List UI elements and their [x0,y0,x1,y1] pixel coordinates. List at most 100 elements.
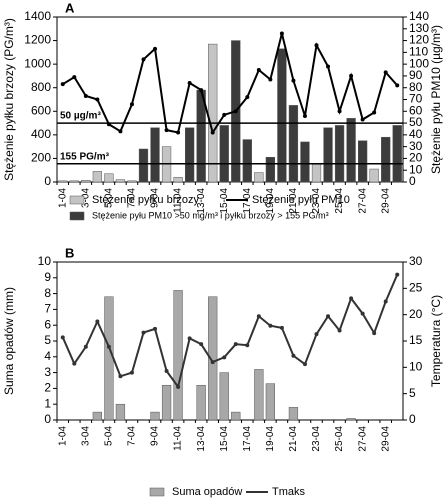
point [141,330,146,335]
y-tick-label: 400 [31,127,51,141]
bar [300,141,310,183]
bar [104,173,114,183]
point [83,344,88,349]
bar [311,164,322,183]
point [72,75,77,80]
point [129,102,134,107]
point [106,344,111,349]
point [106,122,111,127]
y2-tick-label: 50 [409,115,423,129]
legend-label: Stężenie pyłu PM10 [252,194,350,206]
bar [81,179,91,183]
point [95,319,100,324]
point [95,97,100,102]
point [256,68,261,73]
x-tick-label: 5-04 [104,426,115,446]
y2-tick-label: 30 [409,254,423,268]
threshold-label: 50 µg/m³ [60,111,101,122]
point [164,128,169,133]
x-tick-label: 7-04 [127,188,138,208]
bar [254,172,264,183]
point [60,335,65,340]
bar [219,372,229,421]
point [337,109,342,114]
y2-tick-label: 60 [409,103,423,117]
x-tick-label: 21-04 [288,426,299,452]
point [153,326,158,331]
point [187,336,192,341]
bar [208,296,218,421]
x-tick-label: 15-04 [219,426,230,452]
x-tick-label: 9-04 [150,188,161,208]
x-tick-label: 19-04 [265,426,276,452]
y2-tick-label: 15 [409,333,423,347]
point [302,114,307,118]
bar [242,139,252,183]
bar [265,157,275,183]
point [245,95,250,100]
x-tick-label: 25-04 [334,188,345,214]
bar [346,118,356,183]
y2-tick-label: 5 [409,386,416,400]
point [314,332,319,337]
bar [161,384,172,421]
point [176,384,181,389]
y2-tick-label: 25 [409,281,423,295]
point [222,355,227,360]
bar [58,180,68,183]
point [291,353,296,358]
x-tick-label: 3-04 [80,188,91,208]
point [153,46,158,51]
bar [185,127,195,183]
x-tick-label: 19-04 [265,188,276,214]
point [383,70,388,75]
y2-tick-label: 20 [409,307,423,321]
point [279,325,284,330]
y-tick-label: 0 [44,174,51,188]
legend-swatch [149,487,165,497]
y2-axis-title: Temperatura (°C) [429,295,443,387]
x-tick-label: 1-04 [57,188,68,208]
y-tick-label: 1200 [24,33,51,47]
x-tick-label: 21-04 [288,188,299,214]
x-tick-label: 13-04 [196,188,207,214]
y-tick-label: 3 [44,365,51,379]
point [256,314,261,319]
point [210,360,215,365]
bar [231,411,241,421]
x-tick-label: 25-04 [334,426,345,452]
y2-tick-label: 110 [409,45,428,59]
y2-tick-label: 120 [409,33,429,47]
y-tick-label: 2 [44,381,51,395]
point [291,78,296,83]
legend-swatch [69,211,85,221]
point [326,314,331,319]
point [395,83,400,88]
panel-label: B [65,245,74,260]
point [141,57,146,62]
bar [92,171,102,183]
legend-swatch [69,195,85,205]
legend-label: Stężenie pyłku brzozy [92,194,199,206]
bar [173,290,183,421]
x-tick-label: 7-04 [127,426,138,446]
x-tick-label: 27-04 [357,426,368,452]
x-tick-label: 9-04 [150,426,161,446]
y-tick-label: 1 [44,396,51,410]
x-tick-label: 27-04 [357,188,368,214]
y2-tick-label: 90 [409,68,423,82]
point [199,88,204,93]
point [360,117,365,122]
bar [150,411,160,421]
y2-tick-label: 80 [409,80,423,94]
legend-label: Stężenie pyłu PM10 >50 mg/m³ i pyłku brz… [92,210,329,220]
legend-label: Tmaks [272,486,306,498]
point [210,130,215,135]
x-tick-label: 11-04 [173,188,184,213]
point [395,272,400,277]
point [187,81,192,85]
point [268,77,273,82]
point [83,93,88,98]
bar [208,43,218,183]
point [349,296,354,301]
